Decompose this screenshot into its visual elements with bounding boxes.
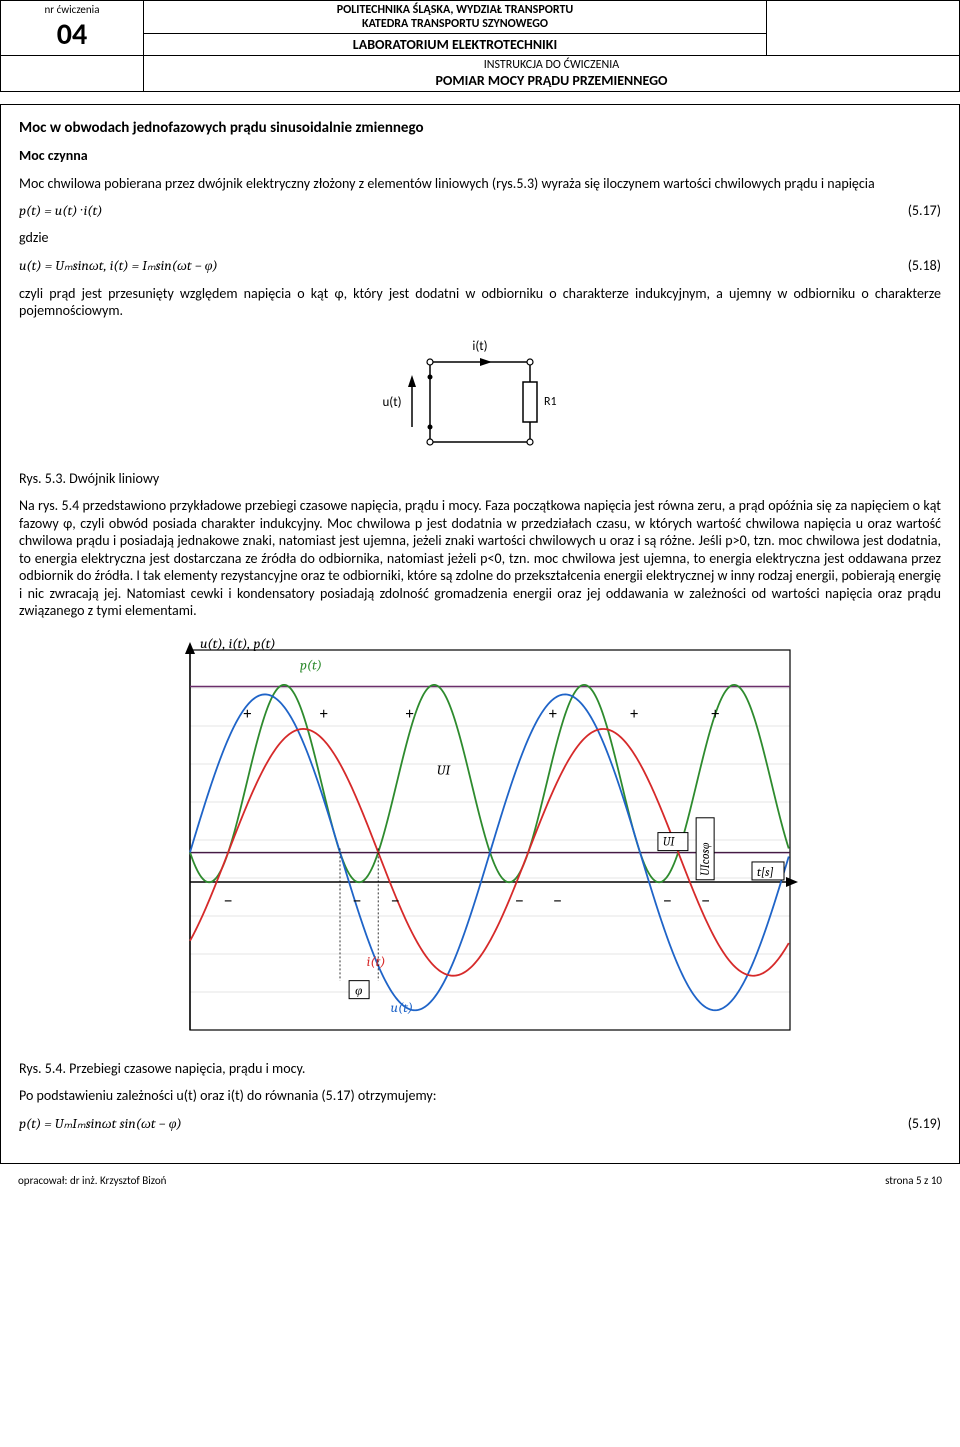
svg-text:+: +	[243, 705, 251, 724]
svg-text:−: −	[353, 889, 362, 911]
svg-text:UI: UI	[437, 761, 452, 778]
fig-5-4-caption: Rys. 5.4. Przebiegi czasowe napięcia, pr…	[19, 1060, 941, 1078]
svg-text:+: +	[549, 705, 557, 724]
main-content: Moc w obwodach jednofazowych prądu sinus…	[0, 104, 960, 1164]
svg-text:+: +	[406, 705, 414, 724]
equation-5-18: u(t) = Uₘsinωt, i(t) = Iₘsin(ωt − φ) (5.…	[19, 257, 941, 275]
footer-page: strona 5 z 10	[885, 1174, 942, 1187]
svg-text:u(t): u(t)	[382, 395, 401, 410]
page-footer: opracował: dr inż. Krzysztof Bizoń stron…	[0, 1172, 960, 1197]
chart-svg: u(t), i(t), p(t) p(t) i(t) u(t) UI UI UIcosφ t[…	[140, 630, 820, 1050]
svg-text:UIcosφ: UIcosφ	[698, 842, 712, 876]
instruction-line: INSTRUKCJA DO ĆWICZENIA	[150, 58, 953, 72]
paragraph-2: czyli prąd jest przesunięty względem nap…	[19, 285, 941, 320]
equation-5-18-num: (5.18)	[908, 257, 941, 274]
subsection-title: Moc czynna	[19, 147, 88, 164]
circuit-diagram: i(t) u(t) R1	[19, 332, 941, 466]
svg-text:−: −	[553, 889, 562, 911]
waveform-chart: u(t), i(t), p(t) p(t) i(t) u(t) UI UI UIcosφ t[…	[19, 630, 941, 1054]
circuit-svg: i(t) u(t) R1	[380, 332, 580, 462]
svg-text:−: −	[663, 889, 672, 911]
university-line1: POLITECHNIKA ŚLĄSKA, WYDZIAŁ TRANSPORTU	[150, 3, 760, 17]
equation-5-18-text: u(t) = Uₘsinωt, i(t) = Iₘsin(ωt − φ)	[19, 257, 218, 275]
equation-5-17-num: (5.17)	[908, 202, 941, 219]
svg-text:i(t): i(t)	[367, 952, 386, 969]
svg-text:i(t): i(t)	[472, 339, 487, 354]
equation-5-17: p(t) = u(t) · i(t) (5.17)	[19, 202, 941, 219]
svg-text:−: −	[391, 889, 400, 911]
paragraph-1: Moc chwilowa pobierana przez dwójnik ele…	[19, 175, 941, 193]
section-title: Moc w obwodach jednofazowych prądu sinus…	[19, 119, 941, 137]
svg-text:UI: UI	[663, 834, 675, 848]
equation-5-19: p(t) = UₘIₘsinωt sin(ωt − φ) (5.19)	[19, 1115, 941, 1133]
svg-text:p(t): p(t)	[300, 656, 322, 673]
university-line2: KATEDRA TRANSPORTU SZYNOWEGO	[150, 17, 760, 31]
header-table: nr ćwiczenia 04 POLITECHNIKA ŚLĄSKA, WYD…	[0, 0, 960, 92]
svg-text:+: +	[320, 705, 328, 724]
topic-title: POMIAR MOCY PRĄDU PRZEMIENNEGO	[150, 72, 953, 89]
paragraph-4: Po podstawieniu zależności u(t) oraz i(t…	[19, 1087, 941, 1105]
svg-text:−: −	[224, 889, 233, 911]
footer-author: opracował: dr inż. Krzysztof Bizoń	[18, 1174, 166, 1187]
svg-text:+: +	[630, 705, 638, 724]
equation-5-19-text: p(t) = UₘIₘsinωt sin(ωt − φ)	[19, 1115, 182, 1133]
svg-text:φ: φ	[355, 983, 362, 998]
lab-title: LABORATORIUM ELEKTROTECHNIKI	[144, 34, 767, 56]
paragraph-3: Na rys. 5.4 przedstawiono przykładowe pr…	[19, 497, 941, 620]
svg-text:t[s]: t[s]	[757, 864, 774, 878]
svg-text:−: −	[515, 889, 524, 911]
svg-text:R1: R1	[544, 395, 557, 409]
svg-text:u(t): u(t)	[391, 999, 414, 1016]
equation-5-17-text: p(t) = u(t) · i(t)	[19, 202, 102, 219]
svg-text:−: −	[701, 889, 710, 911]
svg-text:u(t), i(t), p(t): u(t), i(t), p(t)	[200, 635, 276, 652]
exercise-nr-label: nr ćwiczenia	[7, 3, 137, 16]
svg-text:+: +	[711, 705, 719, 724]
equation-5-19-num: (5.19)	[908, 1115, 941, 1132]
fig-5-3-caption: Rys. 5.3. Dwójnik liniowy	[19, 470, 941, 488]
label-gdzie: gdzie	[19, 229, 941, 247]
exercise-nr-value: 04	[7, 16, 137, 53]
